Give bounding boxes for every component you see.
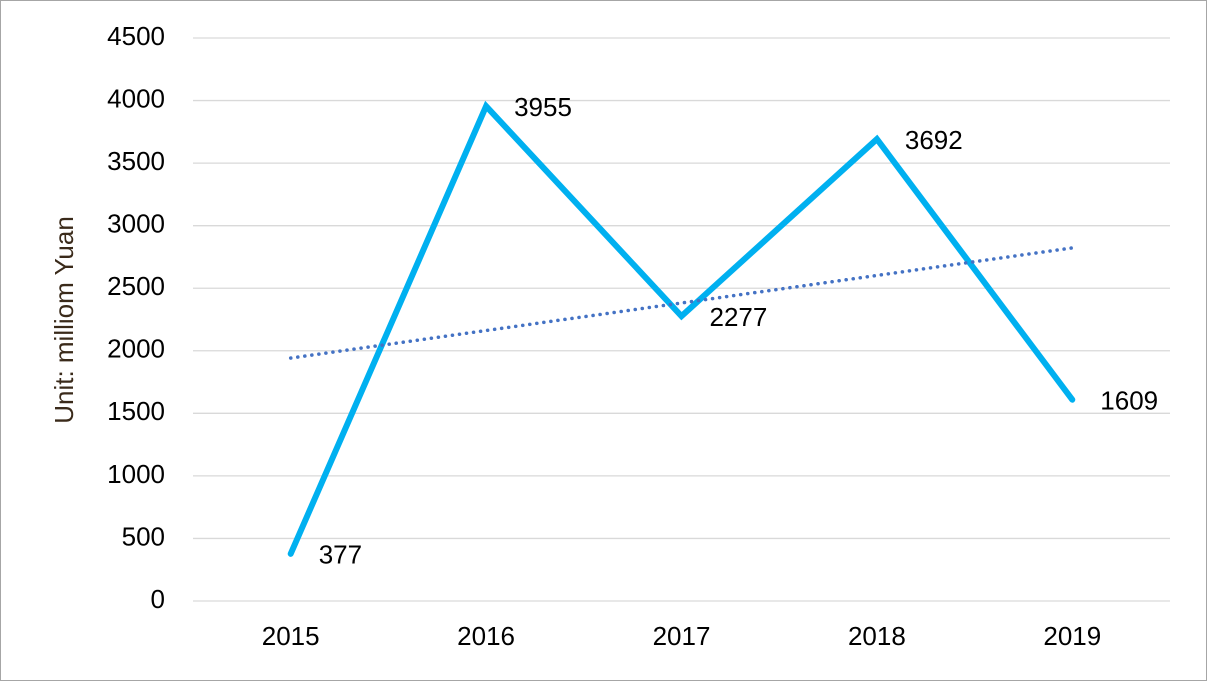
y-tick-label: 1000 — [107, 459, 165, 489]
x-tick-label: 2017 — [653, 621, 711, 651]
x-tick-label: 2016 — [457, 621, 515, 651]
y-tick-label: 0 — [151, 584, 165, 614]
y-tick-label: 2500 — [107, 271, 165, 301]
y-tick-label: 3500 — [107, 146, 165, 176]
y-tick-label: 500 — [122, 521, 165, 551]
y-tick-label: 2000 — [107, 334, 165, 364]
y-tick-label: 4500 — [107, 21, 165, 51]
y-tick-label: 1500 — [107, 396, 165, 426]
y-tick-label: 3000 — [107, 209, 165, 239]
data-label: 3955 — [514, 92, 572, 122]
data-label: 2277 — [710, 302, 768, 332]
data-label: 377 — [319, 540, 362, 570]
data-label: 1609 — [1100, 386, 1158, 416]
data-line — [287, 100, 1076, 557]
y-tick-label: 4000 — [107, 83, 165, 113]
x-tick-label: 2019 — [1043, 621, 1101, 651]
x-tick-label: 2018 — [848, 621, 906, 651]
y-axis-label: Unit: milliom Yuan — [49, 216, 79, 424]
data-label: 3692 — [905, 125, 963, 155]
x-tick-label: 2015 — [262, 621, 320, 651]
